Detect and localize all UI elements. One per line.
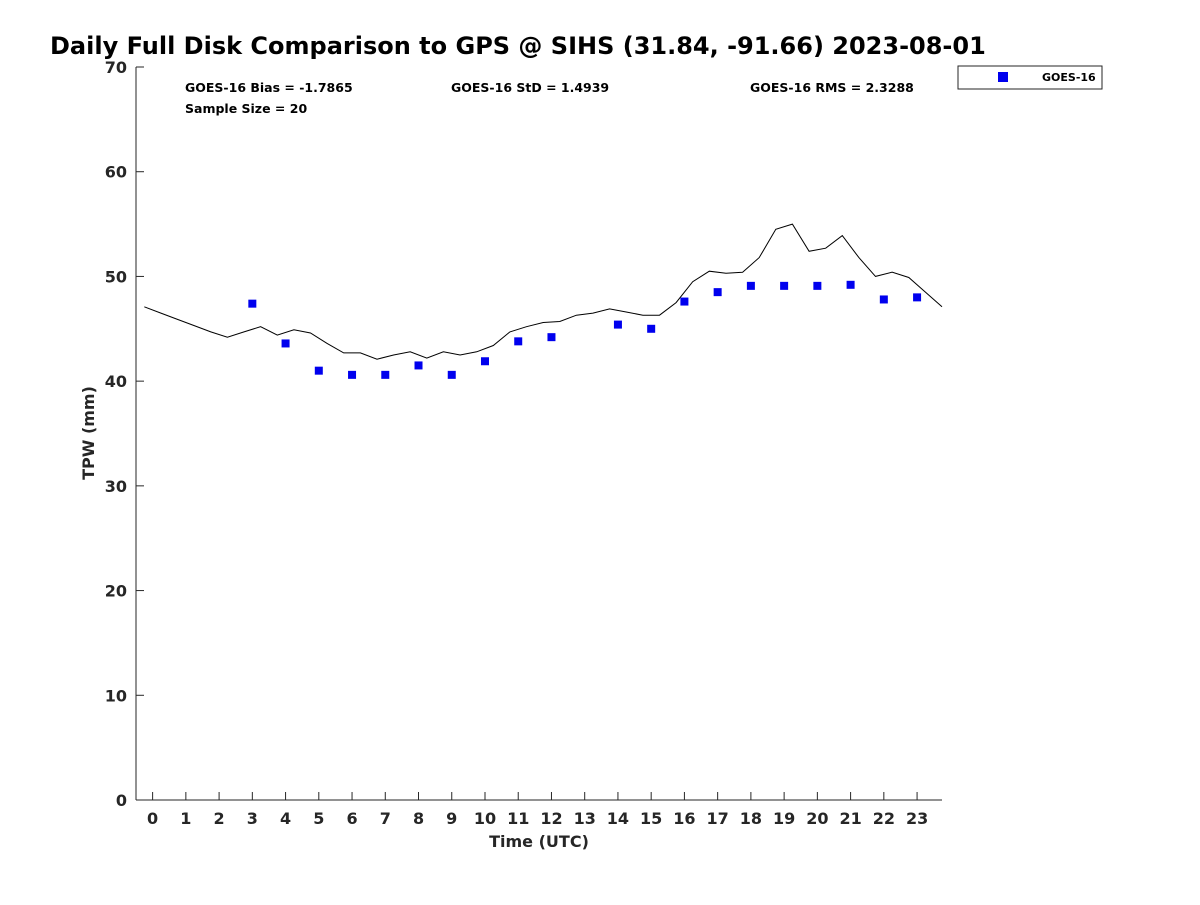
x-tick-label: 5 [313,809,324,828]
goes16-data-point [248,299,257,308]
x-tick-label: 13 [574,809,596,828]
bias-annotation: GOES-16 Bias = -1.7865 [185,80,353,95]
sample-size-annotation: Sample Size = 20 [185,101,307,116]
y-tick-label: 10 [105,686,127,705]
goes16-data-point [680,297,689,306]
x-axis-ticks: 0 1 2 3 4 5 6 7 8 9 10 11 12 13 14 15 16 17 18 19 20 21 22 23 [147,792,928,828]
goes16-data-point [846,280,855,289]
legend-marker-goes16 [998,72,1008,82]
goes16-data-point [713,288,722,297]
x-tick-label: 21 [839,809,861,828]
goes16-data-point [913,293,922,302]
x-tick-label: 18 [740,809,762,828]
x-tick-label: 8 [413,809,424,828]
goes16-data-point [813,281,822,290]
goes16-data-point [613,320,622,329]
legend: GOES-16 [957,65,1103,90]
x-tick-label: 12 [540,809,562,828]
x-tick-label: 20 [806,809,828,828]
y-tick-label: 60 [105,163,127,182]
x-tick-label: 1 [180,809,191,828]
std-annotation: GOES-16 StD = 1.4939 [451,80,609,95]
gps-line-series [144,223,943,360]
x-tick-label: 2 [214,809,225,828]
goes16-data-point [547,333,556,342]
goes16-data-point [381,370,390,379]
goes16-data-point [514,337,523,346]
x-tick-label: 22 [873,809,895,828]
gps-tpw-line [144,223,943,360]
x-tick-label: 9 [446,809,457,828]
goes16-data-point [348,370,357,379]
y-tick-label: 40 [105,372,127,391]
goes16-data-point [879,295,888,304]
x-axis-label: Time (UTC) [489,832,589,851]
y-tick-label: 30 [105,477,127,496]
chart-title: Daily Full Disk Comparison to GPS @ SIHS… [50,32,986,60]
x-tick-label: 10 [474,809,496,828]
y-axis-label: TPW (mm) [79,386,98,480]
goes16-data-point [480,357,489,366]
x-tick-label: 19 [773,809,795,828]
x-tick-label: 0 [147,809,158,828]
goes16-data-point [780,281,789,290]
x-tick-label: 23 [906,809,928,828]
x-tick-label: 14 [607,809,629,828]
goes16-data-point [281,339,290,348]
y-tick-label: 70 [105,58,127,77]
goes16-point-series [248,280,922,379]
goes16-data-point [314,366,323,375]
y-tick-label: 0 [116,791,127,810]
x-tick-label: 4 [280,809,291,828]
goes16-data-point [746,281,755,290]
legend-box [957,65,1103,90]
goes16-data-point [447,370,456,379]
x-tick-label: 17 [707,809,729,828]
legend-label-goes16: GOES-16 [1042,71,1096,84]
y-tick-label: 20 [105,582,127,601]
x-tick-label: 7 [380,809,391,828]
y-tick-label: 50 [105,267,127,286]
x-tick-label: 11 [507,809,529,828]
x-tick-label: 15 [640,809,662,828]
y-axis-ticks: 0 10 20 30 40 50 60 70 [105,58,144,810]
rms-annotation: GOES-16 RMS = 2.3288 [750,80,914,95]
x-tick-label: 6 [346,809,357,828]
x-tick-label: 16 [673,809,695,828]
x-tick-label: 3 [247,809,258,828]
goes16-data-point [414,361,423,370]
goes16-data-point [647,324,656,333]
